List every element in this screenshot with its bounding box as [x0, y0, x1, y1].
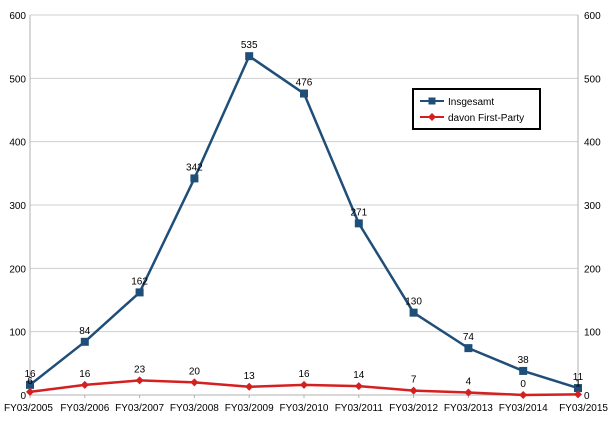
- data-label: 13: [244, 371, 256, 382]
- data-point: [574, 390, 582, 399]
- data-point: [245, 52, 254, 61]
- data-label: 74: [463, 332, 475, 343]
- legend-marker-insgesamt: [428, 97, 436, 105]
- y-axis-ticks: 0 100 200 300 400 500 600: [9, 11, 26, 402]
- data-label: 11: [573, 372, 584, 383]
- data-point: [26, 380, 34, 389]
- legend-label-insgesamt: Insgesamt: [448, 97, 494, 108]
- data-label: 535: [241, 40, 258, 51]
- data-label: 14: [353, 370, 365, 381]
- data-point: [80, 337, 89, 346]
- data-point: [135, 376, 144, 385]
- data-label: 23: [134, 364, 146, 375]
- data-point: [409, 308, 418, 317]
- data-point: [26, 387, 34, 396]
- y-tick-label: 300: [9, 201, 26, 212]
- data-label: 130: [405, 297, 422, 308]
- x-axis-ticks: FY03/2005 FY03/2006 FY03/2007 FY03/2008 FY03…: [4, 395, 608, 414]
- data-point: [354, 382, 363, 391]
- legend-marker-first-party: [428, 113, 436, 121]
- data-point: [464, 388, 473, 397]
- data-label: 271: [350, 207, 367, 218]
- x-tick-label: FY03/2007: [115, 403, 164, 414]
- x-tick-label: FY03/2010: [280, 403, 329, 414]
- secondary-y-tick-label: 600: [584, 11, 601, 22]
- data-label: 16: [79, 369, 91, 380]
- secondary-y-tick-label: 500: [584, 74, 601, 85]
- data-point: [300, 380, 308, 389]
- grid: [30, 14, 578, 333]
- data-label: 6: [27, 376, 33, 387]
- data-label: 1: [575, 378, 581, 389]
- data-point: [135, 288, 144, 297]
- y-tick-label: 400: [9, 138, 26, 149]
- x-tick-label: FY03/2009: [225, 403, 274, 414]
- data-point: [245, 382, 254, 391]
- series: [26, 52, 582, 399]
- y-tick-label: 100: [9, 328, 26, 339]
- x-tick-label: FY03/2006: [60, 403, 109, 414]
- data-label: 84: [79, 326, 91, 337]
- data-point: [409, 386, 418, 395]
- data-label: 342: [186, 162, 203, 173]
- secondary-y-tick-label: 0: [584, 391, 590, 402]
- data-label: 20: [189, 366, 201, 377]
- data-label: 16: [298, 369, 310, 380]
- legend: Insgesamt davon First-Party: [412, 88, 541, 130]
- data-point: [80, 380, 89, 389]
- secondary-y-tick-label: 300: [584, 201, 601, 212]
- x-tick-label: FY03/2012: [389, 403, 438, 414]
- data-point: [519, 391, 528, 399]
- secondary-y-tick-label: 200: [584, 264, 601, 275]
- y-tick-label: 0: [20, 391, 26, 402]
- legend-box: [412, 88, 541, 130]
- data-label: 0: [520, 379, 526, 390]
- data-label: 38: [518, 355, 530, 366]
- data-point: [354, 219, 363, 228]
- data-point: [300, 89, 308, 98]
- secondary-y-tick-label: 400: [584, 138, 601, 149]
- x-tick-label: FY03/2013: [444, 403, 493, 414]
- secondary-y-axis-ticks: 0 100 200 300 400 500 600: [584, 11, 601, 402]
- y-tick-label: 500: [9, 74, 26, 85]
- data-label: 476: [296, 78, 313, 89]
- y-tick-label: 600: [9, 11, 26, 22]
- x-tick-label: FY03/2015: [559, 403, 608, 414]
- data-label: 4: [466, 376, 472, 387]
- data-point: [464, 344, 473, 353]
- data-label: 162: [131, 276, 148, 287]
- data-point: [574, 384, 582, 393]
- y-tick-label: 200: [9, 264, 26, 275]
- data-point: [519, 366, 528, 375]
- secondary-y-tick-label: 100: [584, 328, 601, 339]
- x-tick-label: FY03/2014: [499, 403, 548, 414]
- data-point: [190, 378, 199, 387]
- data-label: 7: [411, 375, 417, 386]
- legend-label-first-party: davon First-Party: [448, 113, 524, 124]
- x-tick-label: FY03/2005: [4, 403, 53, 414]
- x-tick-label: FY03/2011: [335, 403, 384, 414]
- data-point: [190, 174, 199, 183]
- data-label: 16: [24, 369, 36, 380]
- x-tick-label: FY03/2008: [170, 403, 219, 414]
